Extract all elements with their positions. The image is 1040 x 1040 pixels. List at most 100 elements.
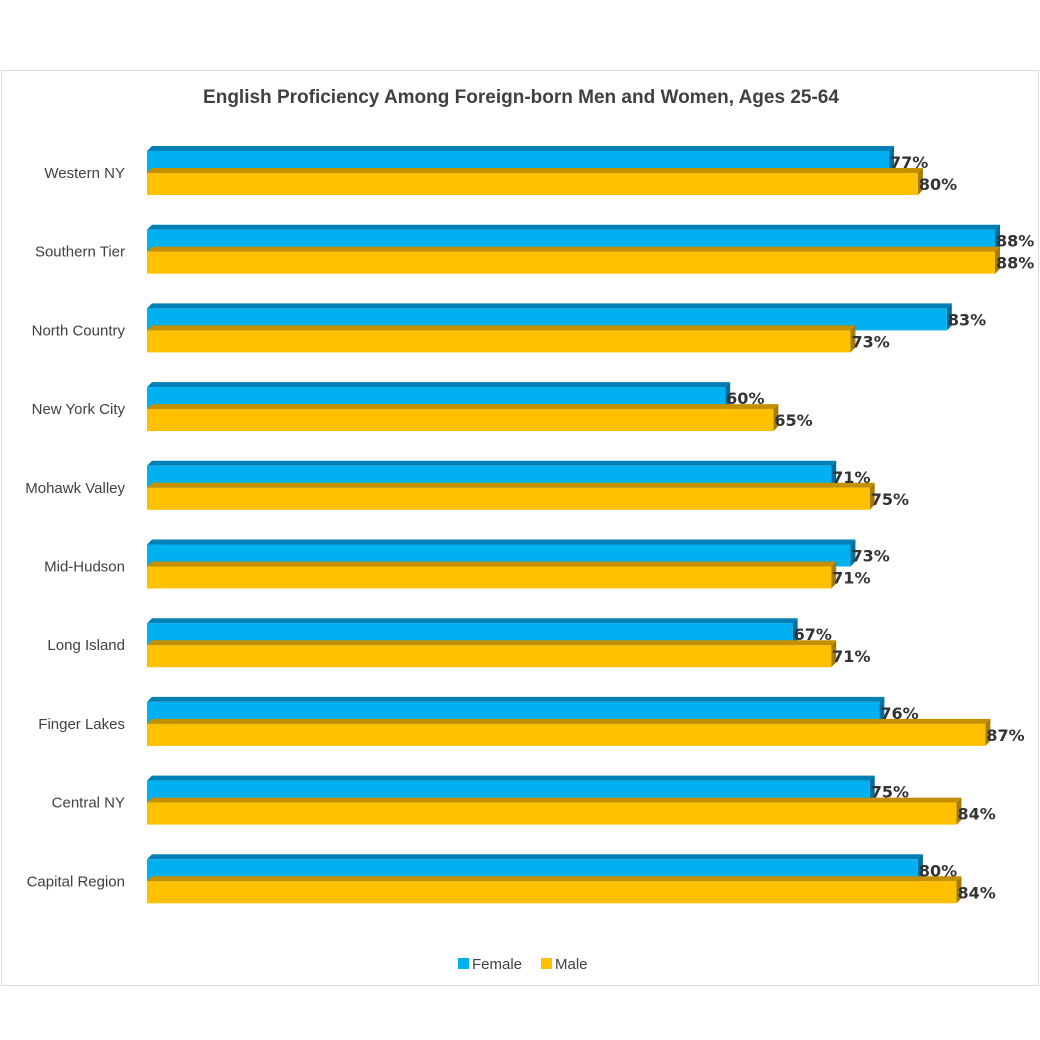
data-label-male-north-country: 73%: [851, 332, 889, 351]
bar-front-face: [147, 330, 851, 353]
bar-side-face: [792, 618, 798, 646]
bar-male-finger-lakes: [147, 718, 991, 746]
bar-top-face: [147, 404, 779, 410]
bar-front-face: [147, 780, 870, 803]
data-label-female-long-island: 67%: [794, 625, 832, 644]
data-label-female-capital-region: 80%: [919, 861, 957, 880]
bar-side-face: [889, 146, 894, 173]
bar-side-face: [869, 482, 875, 510]
bar-front-face: [147, 487, 870, 510]
bar-side-face: [831, 561, 837, 589]
bar-side-face: [946, 303, 952, 331]
bar-side-face: [995, 246, 1000, 274]
bar-front-face: [147, 151, 889, 173]
bar-front-face: [147, 723, 986, 746]
category-label-finger-lakes: Finger Lakes: [38, 716, 125, 733]
bar-top-face: [147, 325, 856, 331]
bar-male-new-york-city: [147, 404, 779, 432]
legend-swatch-female: [458, 958, 469, 969]
data-label-female-finger-lakes: 76%: [880, 704, 918, 723]
data-label-male-capital-region: 84%: [957, 883, 995, 902]
category-label-mohawk-valley: Mohawk Valley: [25, 480, 125, 497]
bar-side-face: [995, 224, 1000, 252]
category-label-central-ny: Central NY: [52, 795, 125, 812]
bar-top-face: [147, 775, 875, 781]
bar-female-mohawk-valley: [147, 460, 837, 488]
bar-side-face: [850, 539, 856, 567]
bar-front-face: [147, 566, 832, 589]
bar-female-southern-tier: [147, 224, 1000, 252]
bar-front-face: [147, 229, 995, 252]
legend-label-female: Female: [472, 956, 522, 973]
bar-female-central-ny: [147, 775, 875, 803]
bar-front-face: [147, 409, 774, 432]
bar-female-capital-region: [147, 854, 923, 882]
data-label-female-mid-hudson: 73%: [851, 547, 889, 566]
bar-side-face: [850, 325, 856, 353]
bar-male-western-ny: [147, 168, 923, 195]
bar-top-face: [147, 382, 731, 388]
category-label-southern-tier: Southern Tier: [35, 244, 125, 261]
bar-top-face: [147, 303, 952, 309]
bar-top-face: [147, 876, 962, 882]
bar-top-face: [147, 561, 837, 567]
bar-side-face: [869, 775, 875, 803]
bar-front-face: [147, 387, 726, 410]
bar-female-long-island: [147, 618, 798, 646]
bar-male-southern-tier: [147, 246, 1000, 274]
bar-front-face: [147, 251, 995, 274]
bar-male-capital-region: [147, 876, 962, 904]
bar-side-face: [773, 404, 779, 432]
data-label-female-central-ny: 75%: [871, 783, 909, 802]
bar-top-face: [147, 146, 894, 151]
bar-side-face: [831, 640, 837, 668]
bar-side-face: [831, 460, 837, 488]
data-label-female-western-ny: 77%: [890, 153, 928, 172]
bar-front-face: [147, 544, 851, 567]
bar-side-face: [956, 876, 962, 904]
data-label-female-southern-tier: 88%: [996, 232, 1034, 251]
bar-front-face: [147, 623, 793, 646]
data-label-male-central-ny: 84%: [957, 805, 995, 824]
bar-male-north-country: [147, 325, 856, 353]
bar-female-finger-lakes: [147, 696, 885, 724]
bar-front-face: [147, 173, 918, 195]
bar-top-face: [147, 696, 885, 702]
bar-top-face: [147, 718, 991, 724]
bar-front-face: [147, 881, 957, 904]
bar-side-face: [917, 854, 923, 882]
data-label-male-finger-lakes: 87%: [986, 726, 1024, 745]
data-label-male-southern-tier: 88%: [996, 254, 1034, 273]
bar-front-face: [147, 308, 947, 331]
bar-side-face: [956, 797, 962, 825]
bar-chart: English Proficiency Among Foreign-born M…: [25, 87, 1034, 973]
bar-female-north-country: [147, 303, 952, 331]
bar-front-face: [147, 465, 832, 488]
category-label-long-island: Long Island: [47, 637, 125, 654]
chart-title: English Proficiency Among Foreign-born M…: [203, 87, 839, 108]
bar-top-face: [147, 224, 1000, 230]
bars-layer: [147, 146, 1000, 904]
bar-side-face: [725, 382, 731, 410]
bar-side-face: [917, 168, 923, 195]
bar-top-face: [147, 854, 923, 860]
data-label-female-new-york-city: 60%: [726, 389, 764, 408]
bar-front-face: [147, 645, 832, 668]
data-label-female-north-country: 83%: [948, 310, 986, 329]
bar-male-long-island: [147, 640, 837, 668]
category-label-western-ny: Western NY: [44, 165, 125, 182]
data-label-male-mohawk-valley: 75%: [871, 490, 909, 509]
data-label-female-mohawk-valley: 71%: [832, 468, 870, 487]
category-label-mid-hudson: Mid-Hudson: [44, 559, 125, 576]
data-label-male-new-york-city: 65%: [774, 411, 812, 430]
data-label-male-long-island: 71%: [832, 647, 870, 666]
bar-female-western-ny: [147, 146, 894, 173]
category-label-capital-region: Capital Region: [27, 873, 125, 890]
bar-top-face: [147, 168, 923, 173]
bar-top-face: [147, 482, 875, 488]
labels-layer: Western NY 77% 80% Southern Tier 88% 88% North…: [25, 153, 1034, 902]
category-label-north-country: North Country: [32, 322, 126, 339]
category-label-new-york-city: New York City: [32, 401, 126, 418]
bar-male-central-ny: [147, 797, 962, 825]
legend-swatch-male: [541, 958, 552, 969]
